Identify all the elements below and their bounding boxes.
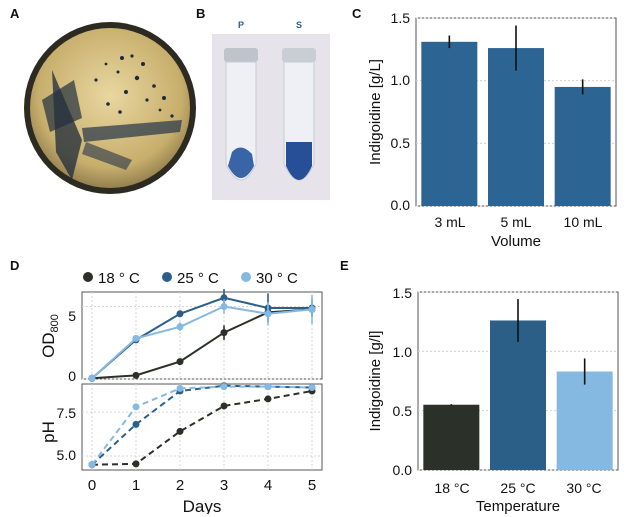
data-point [264,383,272,391]
x-tick-label: 30 °C [566,480,601,496]
y-tick-label: 0.0 [391,197,411,213]
y-tick-label: 0.5 [393,403,413,419]
x-axis-label: Volume [491,233,541,250]
y-tick-label: 5 [68,308,76,324]
legend-marker-18 [83,272,93,282]
series-line [91,385,313,466]
data-point [132,420,140,428]
data-point [220,402,228,410]
plot-area-bottom [81,383,323,471]
x-tick-label: 1 [132,477,140,494]
y-tick-label: 0 [68,368,76,384]
data-point [132,334,140,342]
x-axis-label: Days [183,497,222,514]
data-point [308,305,316,313]
series-line [91,308,313,380]
data-point [176,323,184,331]
data-point [220,294,228,302]
y-tick-label: 5.0 [57,447,77,463]
x-tick-label: 18 °C [434,480,469,496]
x-tick-label: 5 [308,477,316,494]
legend-marker-30 [241,272,251,282]
legend-label-30: 30 ° C [256,270,298,287]
x-tick-label: 5 mL [500,214,531,230]
chart-c: 0.0 0.5 1.0 1.5 3 mL 5 mL 10 mL Volume I… [367,10,617,250]
data-point [132,460,140,468]
data-point [308,384,316,392]
chart-e: 0.0 0.5 1.0 1.5 18 °C 25 °C 30 °C Temper… [367,285,619,515]
y-tick-label: 0.5 [391,135,411,151]
x-axis-label: Temperature [476,498,560,515]
data-point [132,403,140,411]
data-point [176,427,184,435]
data-point [220,303,228,310]
bar [423,404,480,470]
panel-label-c: C [352,6,362,21]
panel-label-d: D [10,258,20,273]
data-point [264,310,272,318]
bar [488,48,544,206]
legend-label-18: 18 ° C [98,270,140,287]
panel-label-a: A [10,6,20,21]
y-tick-label: 0.0 [393,462,413,478]
data-point [176,358,184,366]
data-point [88,374,96,382]
bar [554,86,611,206]
x-tick-label: 0 [88,477,96,494]
x-tick-label: 10 mL [564,214,603,230]
tube-label-p: P [238,20,244,30]
x-tick-label: 3 mL [434,214,465,230]
y-tick-label: 7.5 [57,405,77,421]
data-point [220,383,228,391]
x-tick-label: 25 °C [500,480,535,496]
data-point [176,384,184,392]
y-axis-label: Indigoidine [g/L] [367,59,384,165]
y-axis-label-od: OD800 [39,314,61,358]
bar [556,371,613,470]
tube-label-s: S [296,20,302,30]
legend-label-25: 25 ° C [177,270,219,287]
series-line [91,305,313,380]
legend-marker-25 [162,272,172,282]
legend: 18 ° C 25 ° C 30 ° C [83,270,298,287]
x-tick-label: 4 [264,477,272,494]
x-tick-label: 2 [176,477,184,494]
y-axis-label-ph: pH [39,421,58,443]
data-point [264,395,272,403]
y-tick-label: 1.0 [393,344,413,360]
data-point [220,329,228,337]
petri-dish-photo [22,20,198,196]
data-point [88,461,96,469]
series-line [91,390,313,466]
data-point [176,310,184,318]
y-tick-label: 1.5 [393,285,413,301]
tube-photo: P S [208,14,334,200]
x-tick-label: 3 [220,477,228,494]
bar [490,320,546,470]
panel-label-b: B [196,6,206,21]
y-tick-label: 1.0 [391,72,411,88]
panel-label-e: E [340,258,349,273]
bar [421,41,478,207]
y-axis-label: Indigoidine [g/l] [367,331,384,432]
data-point [132,371,140,379]
y-tick-label: 1.5 [391,10,411,26]
